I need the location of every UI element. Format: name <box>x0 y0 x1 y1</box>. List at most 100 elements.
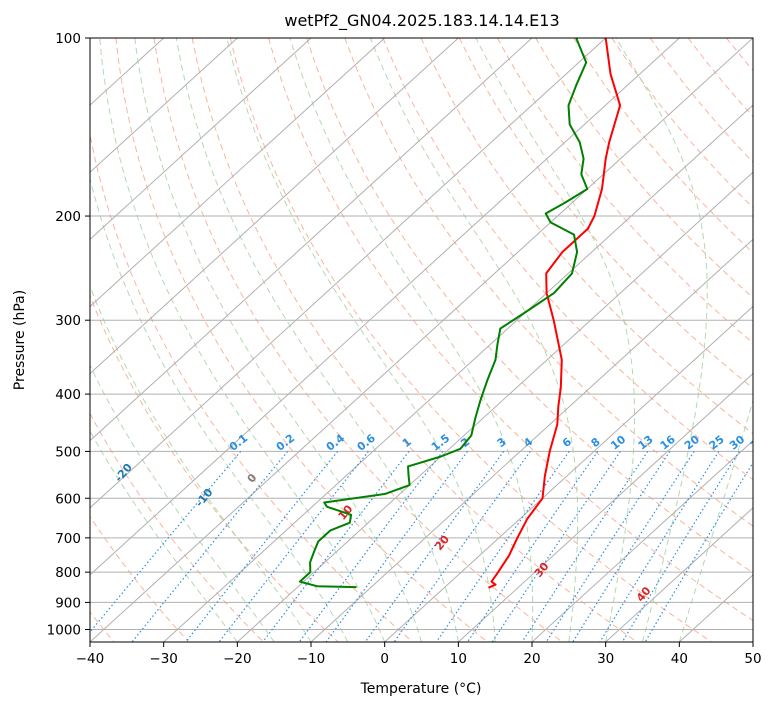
mixing-ratio-label: 30 <box>727 433 747 453</box>
mixing-ratio-label: 0.1 <box>227 432 250 454</box>
mixing-ratio-label: 0.2 <box>274 432 297 454</box>
dry-adiabat-line <box>726 38 753 72</box>
mixing-ratio-label: 4 <box>521 435 535 450</box>
mixing-ratio-line <box>491 451 621 642</box>
dry-adiabat-label: -20 <box>112 461 135 485</box>
dry-adiabat-line <box>268 38 753 622</box>
isotherm-line <box>310 238 753 642</box>
dry-adiabat-line <box>90 515 190 642</box>
x-tick-label: 30 <box>597 651 614 667</box>
dry-adiabat-line <box>153 38 563 642</box>
moist-adiabat-line <box>370 38 579 642</box>
mixing-ratio-label: 0.4 <box>324 431 348 453</box>
y-tick-label: 900 <box>55 595 81 611</box>
moist-adiabat-line <box>99 38 386 642</box>
x-tick-label: −40 <box>76 651 105 667</box>
dry-adiabat-line <box>687 38 753 118</box>
dry-adiabat-line <box>90 132 414 642</box>
x-tick-label: 40 <box>671 651 688 667</box>
isotherm-line <box>90 38 533 442</box>
isotherm-line <box>90 38 312 241</box>
mixing-ratio-line <box>599 451 720 642</box>
moist-adiabat-line <box>134 38 422 642</box>
mixing-ratio-label: 25 <box>707 433 727 453</box>
dewpoint-profile-line <box>298 38 589 589</box>
isotherm-line <box>457 372 753 642</box>
dry-adiabat-line <box>649 38 753 163</box>
y-tick-label: 600 <box>55 491 81 507</box>
isotherm-line <box>752 641 753 642</box>
dry-adiabat-label: 30 <box>532 560 552 580</box>
mixing-ratio-line <box>621 451 740 642</box>
mixing-ratio-line <box>325 451 468 642</box>
moist-adiabat-line <box>615 38 708 642</box>
dry-adiabat-line <box>90 412 264 642</box>
y-tick-label: 500 <box>55 444 81 460</box>
moist-adiabat-line <box>90 364 275 642</box>
dry-adiabat-line <box>420 38 753 435</box>
mixing-ratio-label: 36 <box>748 433 768 453</box>
isotherm-line <box>90 38 753 642</box>
x-tick-label: 20 <box>523 651 540 667</box>
mixing-ratio-label: 16 <box>658 433 678 453</box>
isotherm-line <box>90 38 459 375</box>
mixing-ratio-line <box>466 451 599 642</box>
mixing-ratio-line <box>545 451 671 642</box>
mixing-ratio-line <box>435 451 570 642</box>
x-tick-label: −10 <box>297 651 326 667</box>
y-tick-label: 300 <box>55 313 81 329</box>
chart-title: wetPf2_GN04.2025.183.14.14.E13 <box>284 11 559 31</box>
moist-adiabat-line <box>226 38 496 642</box>
dry-adiabat-line <box>573 38 753 254</box>
moist-adiabat-line <box>90 176 349 642</box>
isotherm-line <box>605 507 753 642</box>
y-tick-label: 400 <box>55 387 81 403</box>
isotherm-line <box>531 439 753 642</box>
y-tick-label: 800 <box>55 565 81 581</box>
temperature-profile-line <box>488 38 622 589</box>
dry-adiabat-line <box>115 38 488 642</box>
dry-adiabat-line <box>344 38 753 527</box>
x-tick-label: 50 <box>744 651 761 667</box>
isotherm-line <box>90 38 680 576</box>
moist-adiabat-line <box>475 38 635 642</box>
dry-adiabat-line <box>611 38 753 209</box>
isotherm-line <box>384 305 753 642</box>
mixing-ratio-line <box>185 451 339 642</box>
y-tick-label: 200 <box>55 209 81 225</box>
dry-adiabat-label: 0 <box>245 471 260 485</box>
mixing-ratio-line <box>298 451 444 642</box>
mixing-ratio-line <box>572 451 695 642</box>
axes: −40 −30 −20 −10 0 10 20 30 40 5010020030040050060… <box>47 31 762 667</box>
dry-adiabat-line <box>458 38 753 389</box>
x-axis-label: Temperature (°C) <box>360 681 482 697</box>
x-tick-label: 10 <box>450 651 467 667</box>
mixing-ratio-line <box>131 451 289 642</box>
plot-area <box>90 38 753 642</box>
dry-adiabat-line <box>229 38 712 642</box>
moist-adiabat-line <box>678 398 753 642</box>
data-series <box>298 38 622 589</box>
dry-adiabat-line <box>191 38 638 642</box>
y-axis-label: Pressure (hPa) <box>12 290 28 390</box>
y-tick-label: 100 <box>55 31 81 47</box>
x-tick-label: −20 <box>223 651 252 667</box>
moist-adiabat-line <box>90 430 238 642</box>
mixing-ratio-line <box>393 451 531 642</box>
mixing-ratio-label: 3 <box>495 435 509 450</box>
y-tick-label: 1000 <box>47 622 81 638</box>
y-tick-label: 700 <box>55 531 81 547</box>
mixing-ratio-line <box>521 451 649 642</box>
mixing-ratio-label: 1 <box>400 435 414 450</box>
dry-adiabat-line <box>496 38 753 344</box>
isotherm-line <box>163 104 753 642</box>
line-labels: 0.10.20.40.611.52346810131620253036-100-… <box>112 431 768 604</box>
mixing-ratio-line <box>90 451 242 633</box>
dry-adiabat-line <box>90 294 339 642</box>
moist-adiabat-line <box>175 38 459 642</box>
isotherm-line <box>90 38 238 173</box>
moist-adiabat-line <box>90 284 312 642</box>
isotherm-line <box>90 38 386 308</box>
isotherm-line <box>90 38 607 509</box>
